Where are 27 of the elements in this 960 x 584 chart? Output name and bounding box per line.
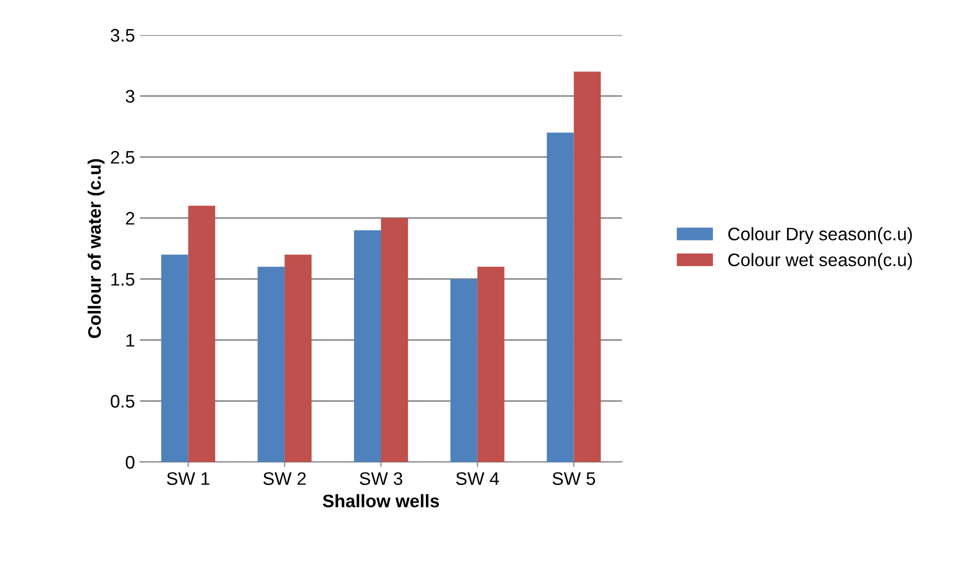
y-tick-label: 0 [126, 456, 134, 469]
legend-label: Colour Dry season(c.u) [728, 227, 912, 244]
bar [258, 266, 285, 462]
x-tick-label: SW 3 [360, 472, 402, 485]
bar [477, 266, 504, 462]
x-tick-label: SW 4 [456, 472, 499, 485]
bar [450, 279, 478, 462]
x-tick-label: SW 2 [263, 472, 306, 485]
y-axis-title: Collour of water (c.u) [88, 159, 104, 338]
y-tick-label: 1 [126, 334, 134, 347]
x-axis-title: Shallow wells [322, 494, 439, 508]
y-tick-label: 0.5 [110, 394, 134, 408]
bar [574, 72, 601, 462]
bar [546, 132, 574, 462]
y-tick-label: 2.5 [110, 150, 134, 164]
legend-label: Colour wet season(c.u) [728, 253, 912, 270]
y-tick-label: 3 [126, 90, 134, 103]
bar [161, 254, 188, 462]
bar [381, 218, 408, 462]
x-tick-label: SW 1 [166, 472, 210, 485]
y-tick-label: 1.5 [111, 273, 134, 286]
y-tick-label: 3.5 [110, 28, 134, 42]
x-tick-label: SW 5 [552, 472, 596, 485]
bar [188, 206, 216, 462]
y-tick-label: 2 [126, 212, 134, 225]
bar [354, 230, 381, 462]
bar [284, 254, 312, 462]
